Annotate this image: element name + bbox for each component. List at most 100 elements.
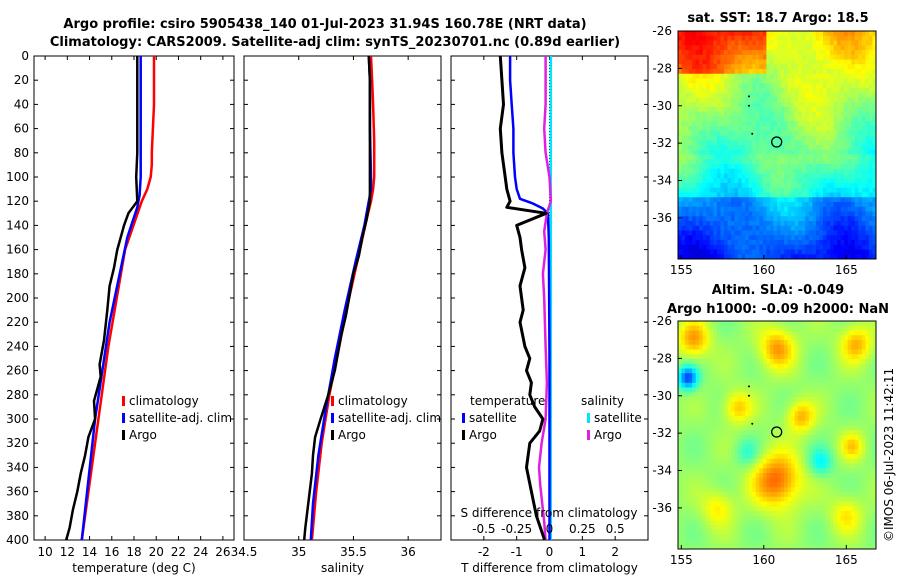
map-cell: [851, 230, 856, 236]
map-cell: [759, 454, 764, 460]
map-cell: [830, 411, 834, 417]
map-cell: [727, 230, 732, 236]
map-cell: [762, 444, 767, 450]
map-cell: [822, 235, 827, 241]
map-cell: [695, 349, 700, 355]
map-cell: [780, 31, 785, 37]
map-cell: [801, 444, 806, 450]
map-cell: [706, 492, 711, 498]
map-cell: [685, 178, 690, 184]
map-cell: [731, 197, 735, 203]
map-cell: [840, 463, 845, 469]
map-cell: [695, 463, 700, 469]
map-cell: [699, 335, 704, 341]
map-cell: [854, 83, 859, 89]
map-cell: [808, 192, 813, 198]
map-cell: [815, 31, 820, 37]
map-cell: [720, 221, 725, 227]
map-cell: [791, 444, 796, 450]
map-cell: [780, 378, 785, 384]
map-cell: [815, 69, 820, 75]
map-cell: [713, 126, 718, 132]
map-cell: [720, 140, 725, 146]
map-cell: [731, 439, 735, 445]
map-cell: [780, 159, 785, 165]
map-cell: [745, 373, 750, 379]
map-cell: [759, 78, 764, 84]
map-cell: [815, 130, 820, 136]
map-cell: [731, 78, 735, 84]
map-cell: [808, 420, 813, 426]
map-cell: [699, 325, 704, 331]
map-cell: [762, 73, 767, 79]
map-cell: [777, 349, 781, 355]
map-cell: [844, 439, 849, 445]
map-cell: [812, 154, 817, 160]
map-cell: [769, 192, 774, 198]
map-cell: [865, 164, 870, 170]
map-cell: [787, 206, 792, 212]
map-cell: [830, 202, 834, 208]
map-cell: [784, 116, 789, 122]
map-cell: [709, 168, 714, 174]
map-cell: [791, 435, 796, 441]
map-cell: [805, 387, 810, 393]
map-cell: [755, 392, 760, 398]
map-cell: [794, 430, 799, 436]
map-cell: [798, 344, 803, 350]
map-cell: [706, 154, 711, 160]
map-cell: [851, 487, 856, 493]
map-cell: [861, 368, 866, 374]
map-cell: [847, 340, 852, 346]
map-cell: [784, 406, 789, 412]
map-cell: [702, 111, 707, 117]
map-cell: [833, 187, 838, 193]
map-cell: [727, 359, 732, 365]
map-cell: [851, 126, 856, 132]
map-cell: [840, 321, 845, 327]
map-cell: [681, 140, 686, 146]
map-cell: [868, 50, 873, 56]
map-cell: [805, 487, 810, 493]
map-cell: [780, 363, 785, 369]
map-cell: [815, 240, 820, 246]
map-cell: [678, 335, 682, 341]
map-cell: [819, 225, 824, 231]
map-cell: [769, 145, 774, 151]
map-cell: [685, 425, 690, 431]
map-cell: [812, 349, 817, 355]
map-cell: [681, 321, 686, 327]
map-cell: [794, 192, 799, 198]
map-cell: [808, 50, 813, 56]
map-cell: [798, 482, 803, 488]
map-cell: [766, 416, 771, 422]
map-cell: [805, 78, 810, 84]
map-cell: [787, 31, 792, 37]
map-cell: [727, 202, 732, 208]
map-cell: [759, 154, 764, 160]
map-cell: [699, 35, 704, 41]
map-cell: [709, 235, 714, 241]
xtick-label: 20: [149, 545, 164, 559]
map-cell: [706, 178, 711, 184]
map-cell: [713, 50, 718, 56]
map-cell: [798, 454, 803, 460]
map-cell: [808, 92, 813, 98]
map-cell: [826, 373, 831, 379]
map-cell: [702, 121, 707, 127]
map-cell: [692, 244, 697, 250]
map-cell: [865, 173, 870, 179]
map-cell: [723, 363, 728, 369]
map-cell: [858, 325, 863, 331]
map-cell: [748, 159, 753, 165]
map-cell: [787, 368, 792, 374]
map-cell: [752, 468, 757, 474]
map-cell: [808, 159, 813, 165]
map-cell: [808, 230, 813, 236]
map-cell: [731, 116, 735, 122]
map-cell: [773, 50, 778, 56]
map-cell: [858, 373, 863, 379]
map-cell: [706, 102, 711, 108]
map-cell: [861, 482, 866, 488]
map-cell: [805, 235, 810, 241]
